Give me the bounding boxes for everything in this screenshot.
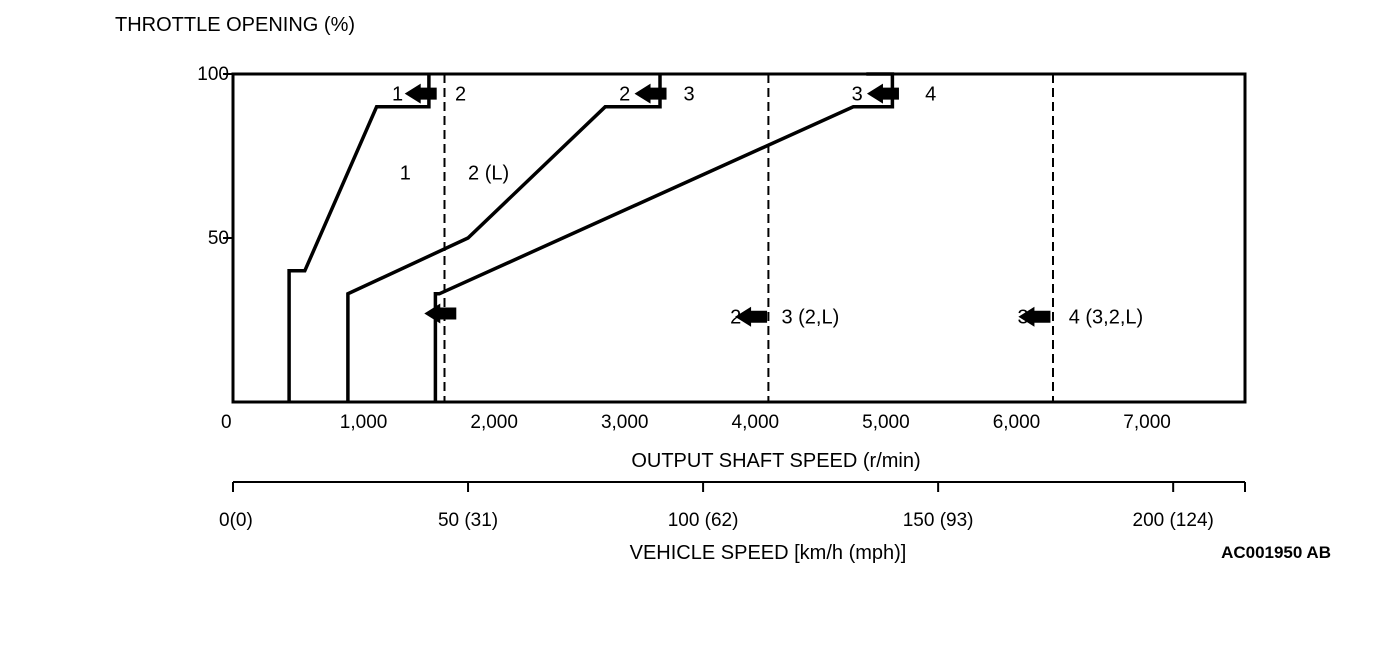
arrow-1 (634, 83, 667, 104)
y-ticks: 100 50 (197, 64, 233, 249)
annotation-6: 1 (400, 162, 411, 184)
secondary-ticks: 0(0) 50 (31) 100 (62) 150 (93) 200 (124) (219, 482, 1246, 531)
arrow-3 (424, 303, 457, 324)
secondary-tick-label-4: 200 (124) (1133, 510, 1214, 531)
arrow-5 (1018, 306, 1051, 327)
arrow-2 (866, 83, 899, 104)
x-tick-label-5: 5,000 (862, 412, 910, 433)
annotation-0: 1 (392, 84, 403, 106)
series-downshift-2-1 (287, 74, 431, 402)
annotation-8: 2 (730, 307, 741, 329)
series-layer (287, 72, 1054, 402)
y-tick-label-1: 50 (208, 228, 229, 249)
annotation-4: 3 (852, 84, 863, 106)
x-tick-label-0: 0 (221, 412, 232, 433)
annotation-1: 2 (455, 84, 466, 106)
secondary-tick-label-3: 150 (93) (903, 510, 974, 531)
series-downshift-3-2 (346, 74, 662, 402)
series-downshift-4-3 (433, 72, 895, 402)
x-axis-label: OUTPUT SHAFT SPEED (r/min) (631, 450, 920, 472)
annotation-9: 3 (2,L) (781, 307, 839, 329)
secondary-axis-label: VEHICLE SPEED [km/h (mph)] (630, 542, 907, 564)
annotation-10: 3 (1017, 307, 1028, 329)
x-tick-label-2: 2,000 (470, 412, 518, 433)
x-tick-label-4: 4,000 (732, 412, 780, 433)
annotation-11: 4 (3,2,L) (1069, 307, 1143, 329)
x-tick-label-7: 7,000 (1123, 412, 1171, 433)
x-tick-label-3: 3,000 (601, 412, 649, 433)
secondary-tick-label-2: 100 (62) (668, 510, 739, 531)
secondary-tick-label-1: 50 (31) (438, 510, 498, 531)
annotation-5: 4 (925, 84, 936, 106)
y-tick-label-0: 100 (197, 64, 229, 85)
arrow-4 (735, 306, 768, 327)
x-tick-label-1: 1,000 (340, 412, 388, 433)
reference-code: AC001950 AB (1221, 543, 1331, 562)
secondary-tick-label-0: 0(0) (219, 510, 253, 531)
x-tick-label-6: 6,000 (993, 412, 1041, 433)
x-ticks: 0 1,000 2,000 3,000 4,000 5,000 6,000 7,000 (221, 412, 1171, 433)
annotation-7: 2 (L) (468, 162, 509, 184)
arrow-0 (404, 83, 437, 104)
y-axis-label: THROTTLE OPENING (%) (115, 14, 355, 36)
annotation-3: 3 (684, 84, 695, 106)
plot-frame (231, 72, 1247, 404)
annotation-2: 2 (619, 84, 630, 106)
annotation-layer: 1 2 2 3 3 4 1 2 (L) 2 3 (2,L) 3 4 (3,2,L) (392, 83, 1143, 329)
